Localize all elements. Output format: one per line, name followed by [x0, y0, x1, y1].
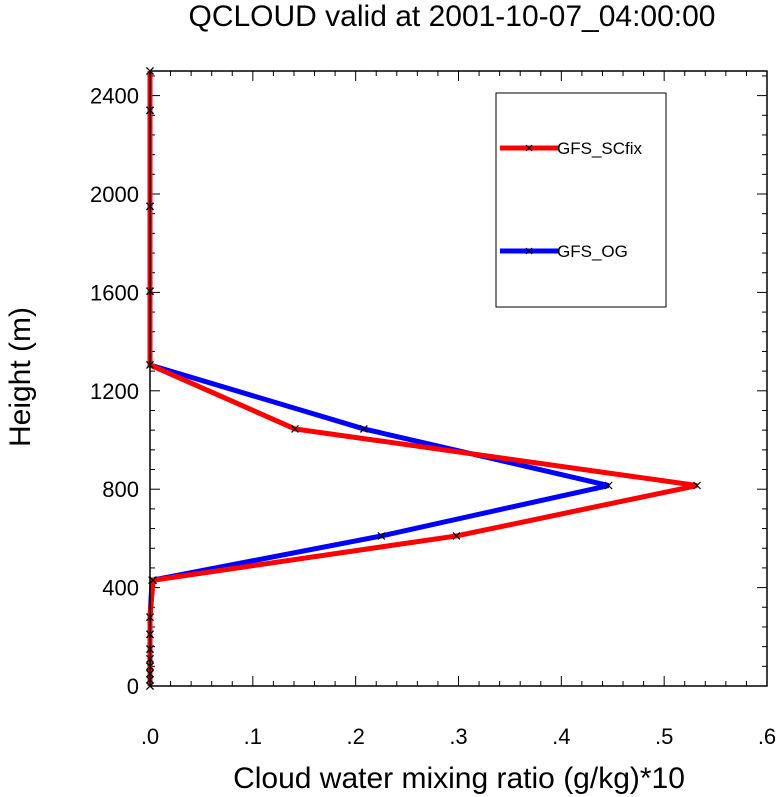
- legend-marker-gfs-og: [525, 247, 533, 255]
- legend-item-gfs-og: GFS_OG: [500, 242, 628, 261]
- y-tick-label: 2400: [90, 84, 139, 109]
- x-axis-label: Cloud water mixing ratio (g/kg)*10: [233, 762, 685, 795]
- x-tick-label: .4: [552, 724, 570, 749]
- legend-box: [495, 92, 667, 308]
- data-point-gfs-scfix: [291, 425, 299, 433]
- data-point-gfs-scfix: [149, 576, 158, 585]
- data-point-gfs-scfix: [452, 532, 461, 540]
- data-point-gfs-og: [604, 481, 613, 490]
- y-tick-label: 1600: [90, 280, 139, 305]
- y-tick-label: 2000: [90, 182, 139, 207]
- y-tick-label: 800: [102, 477, 139, 502]
- legend-label-gfs-scfix: GFS_SCfix: [557, 139, 643, 158]
- data-point-gfs-og: [359, 425, 368, 433]
- x-tick-label: .6: [758, 724, 776, 749]
- x-tick-label: .3: [449, 724, 467, 749]
- x-tick-label: .5: [655, 724, 673, 749]
- plot-frame: [149, 70, 768, 687]
- y-axis-label: Height (m): [4, 307, 37, 447]
- y-tick-label: 400: [102, 576, 139, 601]
- x-tick-label: .2: [346, 724, 364, 749]
- y-tick-labels: 0 400 800 1200 1600 2000 2400: [90, 84, 139, 699]
- x-tick-labels: .0 .1 .2 .3 .4 .5 .6: [141, 724, 776, 749]
- data-point-gfs-og: [377, 532, 386, 540]
- chart-title: QCLOUD valid at 2001-10-07_04:00:00: [189, 0, 716, 33]
- y-tick-label: 0: [127, 674, 139, 699]
- legend-marker-gfs-scfix: [525, 144, 533, 152]
- data-point-gfs-scfix: [693, 481, 701, 490]
- legend: GFS_SCfix GFS_OG: [495, 92, 667, 308]
- legend-label-gfs-og: GFS_OG: [557, 242, 628, 261]
- x-tick-label: .1: [244, 724, 262, 749]
- y-tick-label: 1200: [90, 379, 139, 404]
- legend-item-gfs-scfix: GFS_SCfix: [500, 139, 643, 158]
- axis-ticks: [149, 71, 768, 687]
- x-tick-label: .0: [141, 724, 159, 749]
